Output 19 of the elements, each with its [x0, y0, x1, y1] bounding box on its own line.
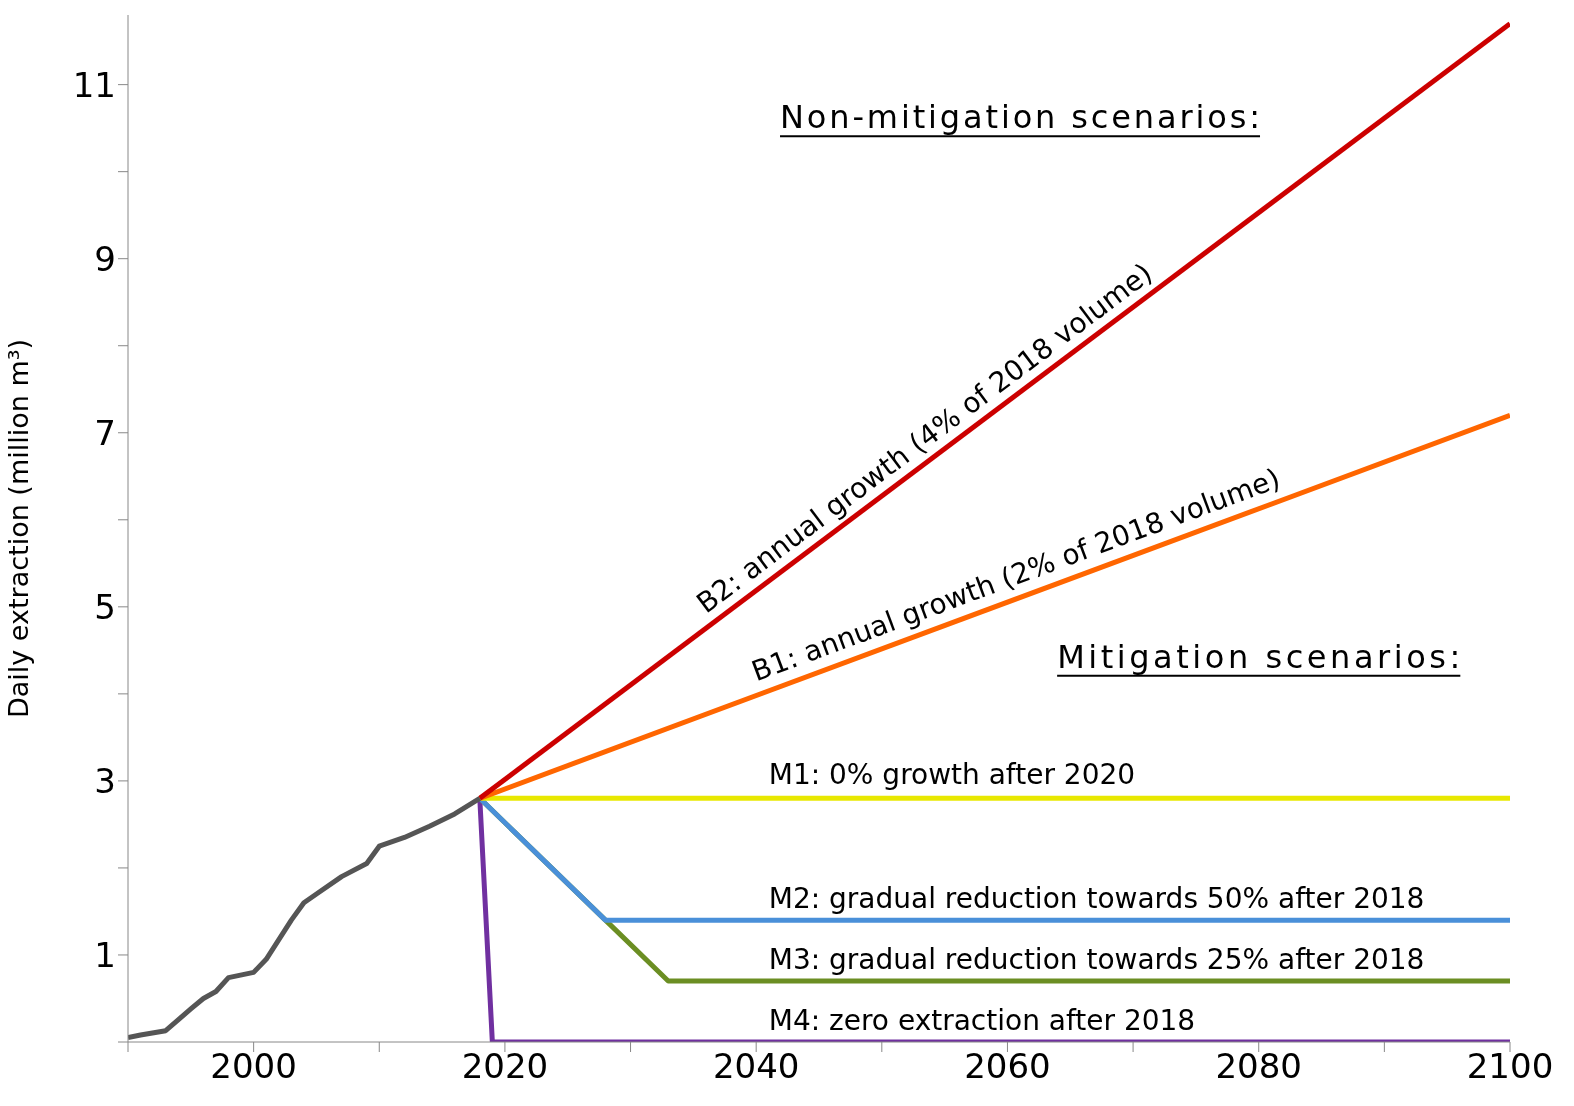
series-label: M2: gradual reduction towards 50% after 2018 [768, 882, 1425, 916]
x-tick-label: 2080 [1215, 1046, 1302, 1087]
y-tick-label: 9 [94, 238, 116, 279]
y-tick-label: 3 [94, 760, 116, 801]
x-tick-label: 2040 [712, 1046, 800, 1087]
x-tick-label: 2020 [461, 1046, 549, 1087]
y-tick-label: 1 [94, 935, 116, 976]
y-tick-label: 7 [94, 412, 116, 453]
series-label: M1: 0% growth after 2020 [768, 758, 1136, 792]
y-axis-title: Daily extraction (million m³) [2, 338, 34, 719]
series-label: M3: gradual reduction towards 25% after 2018 [768, 943, 1425, 977]
annotation: Mitigation scenarios: [1057, 637, 1461, 676]
annotation: Non-mitigation scenarios: [780, 98, 1261, 137]
y-tick-label: 5 [94, 586, 116, 627]
y-tick-label: 11 [72, 64, 116, 105]
x-tick-label: 2100 [1466, 1046, 1554, 1087]
x-tick-label: 2000 [210, 1046, 297, 1087]
x-tick-label: 2060 [964, 1046, 1051, 1087]
series-label: M4: zero extraction after 2018 [768, 1004, 1196, 1037]
